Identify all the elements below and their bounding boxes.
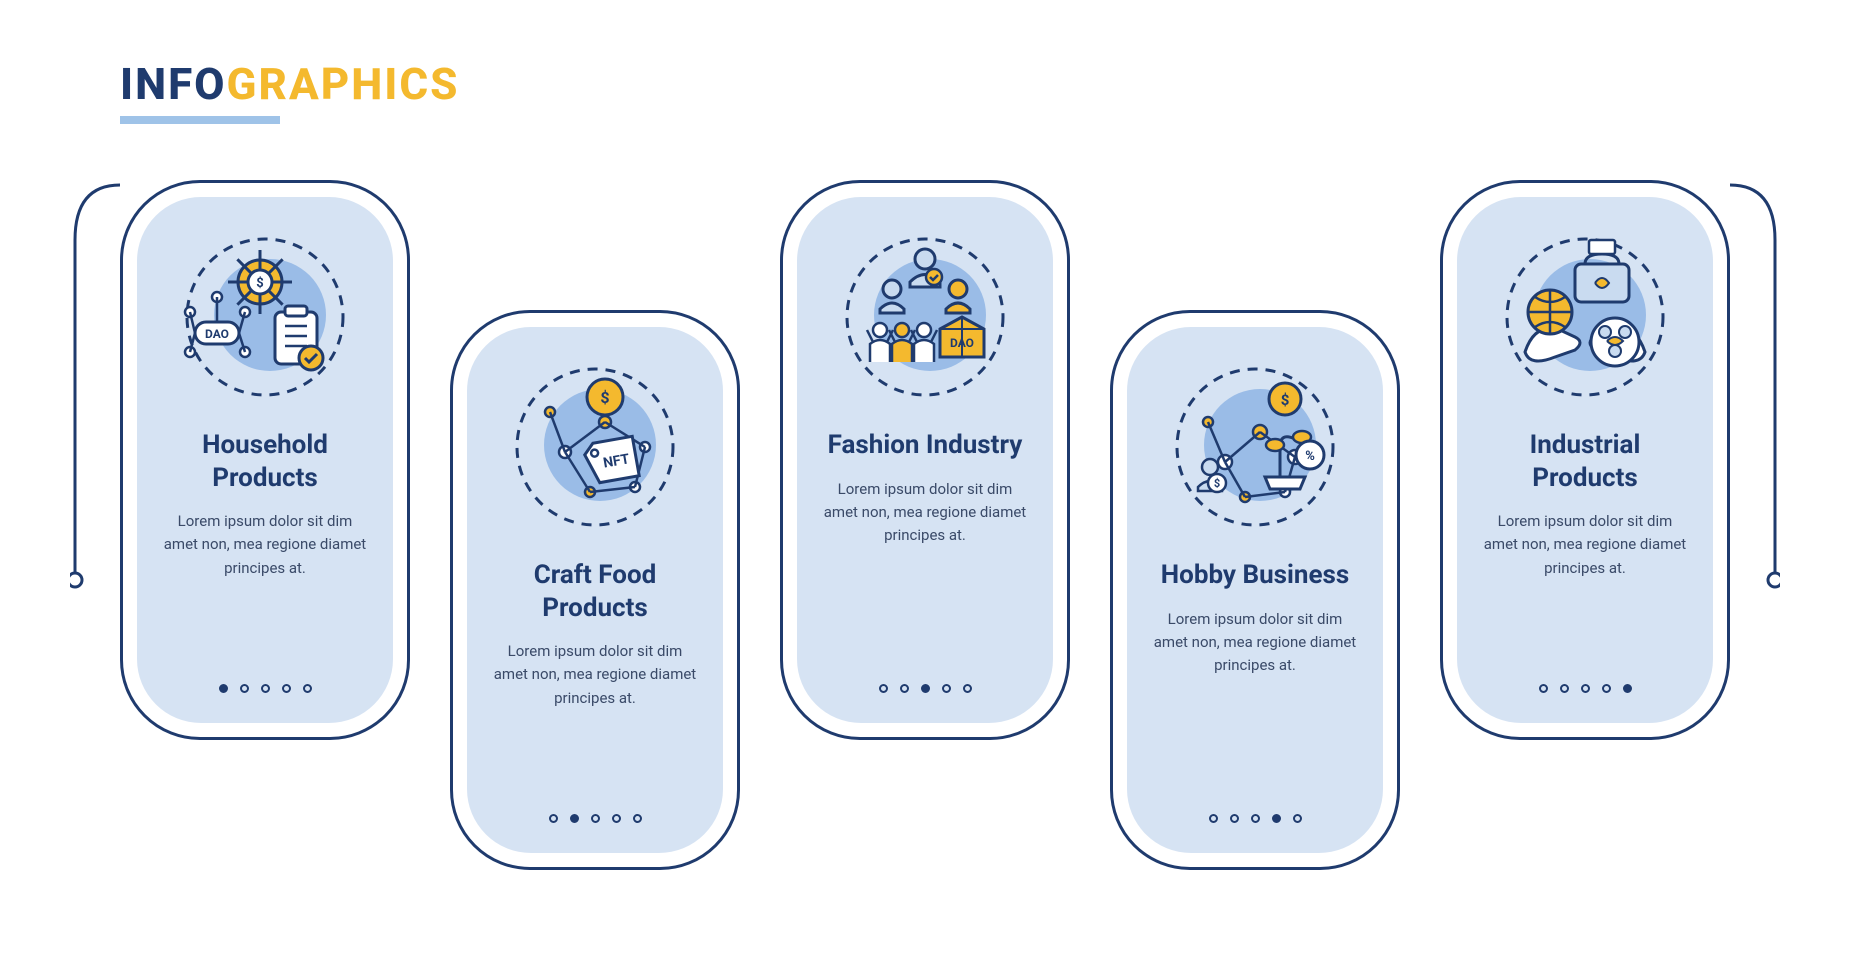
cards-container: $ DAO Household ProductsLo: [110, 120, 1750, 880]
dot: [612, 814, 621, 823]
dao-gear-icon: $ DAO: [175, 227, 355, 407]
pagination-dots: [219, 684, 312, 693]
dot: [633, 814, 642, 823]
card-inner: $ DAO Household ProductsLo: [137, 197, 393, 723]
dot: [942, 684, 951, 693]
dot: [591, 814, 600, 823]
title-part2: GRAPHICS: [227, 58, 460, 110]
dot: [240, 684, 249, 693]
card-body: Lorem ipsum dolor sit dim amet non, mea …: [489, 640, 701, 710]
svg-text:%: %: [1305, 449, 1315, 464]
dot: [219, 684, 228, 693]
dot: [570, 814, 579, 823]
card-fashion: DAO Fashion Industry Lorem ipsum dolor si…: [780, 180, 1070, 740]
dot: [1293, 814, 1302, 823]
growth-coins-icon: $ $ %: [1165, 357, 1345, 537]
card-inner: $ NFT Craft Food Products Lorem ipsum dol…: [467, 327, 723, 853]
dot: [1560, 684, 1569, 693]
dot: [282, 684, 291, 693]
card-hobby: $ $ % Hobby Business Lorem ipsum dolor sit…: [1110, 310, 1400, 870]
pagination-dots: [549, 814, 642, 823]
card-craft-food: $ NFT Craft Food Products Lorem ipsum dol…: [450, 310, 740, 870]
nft-tag-icon: $ NFT: [505, 357, 685, 537]
svg-text:$: $: [1281, 391, 1290, 409]
dot: [549, 814, 558, 823]
card-body: Lorem ipsum dolor sit dim amet non, mea …: [159, 510, 371, 580]
dot: [963, 684, 972, 693]
svg-text:$: $: [256, 276, 263, 291]
dot: [1539, 684, 1548, 693]
dot: [1623, 684, 1632, 693]
dot: [1251, 814, 1260, 823]
hands-globe-icon: [1495, 227, 1675, 407]
dot: [1581, 684, 1590, 693]
title-part1: INFO: [120, 58, 227, 110]
svg-text:DAO: DAO: [205, 327, 229, 341]
svg-text:DAO: DAO: [950, 336, 974, 350]
dot: [879, 684, 888, 693]
card-body: Lorem ipsum dolor sit dim amet non, mea …: [1479, 510, 1691, 580]
header: INFOGRAPHICS: [120, 58, 459, 124]
dot: [261, 684, 270, 693]
dot: [921, 684, 930, 693]
page-title: INFOGRAPHICS: [120, 58, 459, 110]
dot: [303, 684, 312, 693]
dot: [900, 684, 909, 693]
card-title: Craft Food Products: [489, 559, 701, 624]
card-title: Hobby Business: [1161, 559, 1349, 592]
dao-people-icon: DAO: [835, 227, 1015, 407]
card-body: Lorem ipsum dolor sit dim amet non, mea …: [1149, 608, 1361, 678]
pagination-dots: [1209, 814, 1302, 823]
dot: [1209, 814, 1218, 823]
card-industrial: Industrial Products Lorem ipsum dolor sit…: [1440, 180, 1730, 740]
dot: [1602, 684, 1611, 693]
card-inner: $ $ % Hobby Business Lorem ipsum dolor sit…: [1127, 327, 1383, 853]
card-inner: DAO Fashion Industry Lorem ipsum dolor si…: [797, 197, 1053, 723]
card-body: Lorem ipsum dolor sit dim amet non, mea …: [819, 478, 1031, 548]
svg-text:$: $: [600, 388, 609, 407]
card-inner: Industrial Products Lorem ipsum dolor sit…: [1457, 197, 1713, 723]
card-title: Household Products: [159, 429, 371, 494]
card-title: Industrial Products: [1479, 429, 1691, 494]
dot: [1230, 814, 1239, 823]
pagination-dots: [879, 684, 972, 693]
card-household: $ DAO Household ProductsLo: [120, 180, 410, 740]
pagination-dots: [1539, 684, 1632, 693]
card-title: Fashion Industry: [828, 429, 1023, 462]
svg-text:$: $: [1214, 477, 1220, 490]
dot: [1272, 814, 1281, 823]
